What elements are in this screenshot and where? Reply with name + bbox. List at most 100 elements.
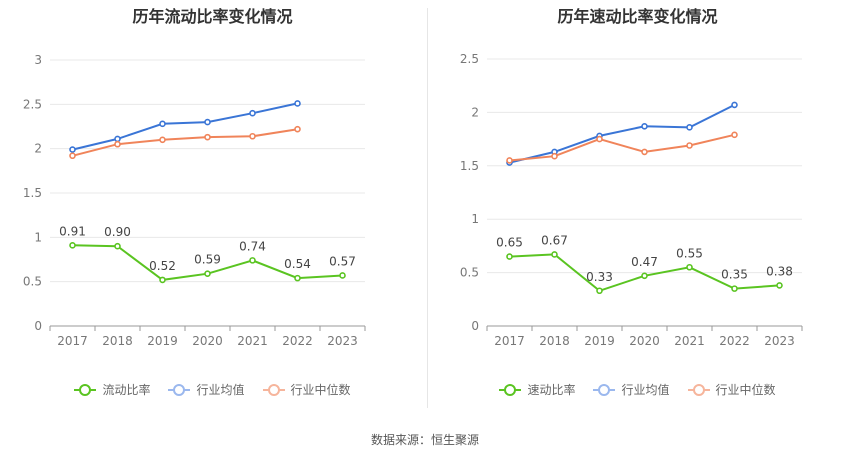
panel-divider: [427, 8, 428, 408]
data-point: [686, 142, 693, 149]
legend-line-icon: [74, 383, 97, 396]
data-label: 0.54: [284, 257, 311, 271]
legend-item-quick-ratio[interactable]: 速动比率: [499, 381, 575, 398]
legend-line-icon: [262, 383, 285, 396]
legend-label: 行业中位数: [290, 383, 351, 397]
data-label: 0.52: [149, 259, 176, 273]
x-tick-label: 2018: [539, 334, 570, 348]
x-tick-label: 2017: [494, 334, 525, 348]
data-label: 0.57: [329, 254, 356, 268]
legend-label: 流动比率: [102, 383, 151, 397]
data-label: 0.74: [239, 239, 266, 253]
current-ratio-chart: 0 0.5 1 1.5 2 2.5 3 2017 2018 2019 2020 2021 2022 202…: [23, 53, 366, 348]
data-label: 0.33: [586, 270, 613, 284]
data-point: [69, 242, 76, 249]
data-point: [249, 257, 256, 264]
legend-label: 行业均值: [621, 383, 670, 397]
legend-label: 行业均值: [196, 383, 245, 397]
legend-item-industry-median[interactable]: 行业中位数: [262, 381, 351, 398]
data-point: [294, 100, 301, 107]
data-point: [249, 132, 256, 140]
x-tick-label: 2022: [282, 334, 313, 348]
data-point: [506, 157, 513, 164]
quick-ratio-panel: 历年速动比率变化情况 0 0.5 1 1.5 2 2.5 2017 2018 2019 2020 2…: [425, 0, 850, 420]
data-point: [731, 101, 738, 109]
data-point: [249, 109, 256, 117]
x-tick-label: 2021: [674, 334, 705, 348]
data-point: [641, 122, 648, 130]
data-point: [69, 146, 76, 153]
y-tick-label: 1: [34, 230, 42, 244]
data-label: 0.67: [541, 233, 568, 247]
data-point: [159, 276, 166, 284]
x-tick-label: 2023: [764, 334, 795, 348]
legend: 流动比率 行业均值 行业中位数: [0, 381, 425, 398]
data-point: [686, 124, 693, 131]
legend-line-icon: [687, 383, 710, 396]
series-line: [72, 102, 298, 151]
x-tick-label: 2018: [102, 334, 133, 348]
y-tick-label: 2.5: [460, 52, 479, 66]
legend-item-industry-median[interactable]: 行业中位数: [687, 381, 776, 398]
x-tick-label: 2023: [327, 334, 358, 348]
y-tick-label: 2: [471, 105, 479, 119]
x-tick-label: 2021: [237, 334, 268, 348]
data-point: [776, 282, 783, 289]
y-tick-label: 2: [34, 142, 42, 156]
x-tick-label: 2020: [629, 334, 660, 348]
data-point: [204, 133, 211, 141]
data-label: 0.47: [631, 255, 658, 269]
data-point: [731, 131, 738, 139]
data-point: [551, 251, 558, 258]
data-point: [294, 274, 301, 282]
data-source-note: 数据来源：恒生聚源: [370, 433, 479, 447]
data-label: 0.35: [721, 268, 748, 282]
x-tick-label: 2019: [584, 334, 615, 348]
legend-item-industry-mean[interactable]: 行业均值: [168, 381, 245, 398]
data-label: 0.59: [194, 253, 221, 267]
data-point: [204, 270, 211, 277]
series-line: [72, 128, 298, 157]
data-point: [114, 242, 121, 250]
legend-line-icon: [593, 383, 616, 396]
data-point: [204, 118, 211, 126]
y-tick-label: 0: [471, 319, 479, 333]
y-tick-label: 0.5: [23, 275, 42, 289]
y-tick-label: 2.5: [23, 97, 42, 111]
legend-line-icon: [499, 383, 522, 396]
data-point: [159, 136, 166, 144]
legend-label: 行业中位数: [715, 383, 776, 397]
x-tick-label: 2020: [192, 334, 223, 348]
x-tick-label: 2022: [719, 334, 750, 348]
series-line: [509, 104, 735, 164]
series-line: [509, 133, 735, 162]
legend-line-icon: [168, 383, 191, 396]
y-tick-label: 1.5: [23, 186, 42, 200]
data-point: [114, 135, 121, 143]
current-ratio-panel: 历年流动比率变化情况 0 0.5 1 1.5 2 2.5 3 2017 2018 2019 2020…: [0, 0, 425, 420]
data-label: 0.38: [766, 264, 793, 278]
quick-ratio-chart: 0 0.5 1 1.5 2 2.5 2017 2018 2019 2020 2021 2022 2023…: [460, 52, 803, 348]
data-label: 0.55: [676, 246, 703, 260]
data-label: 0.65: [496, 236, 523, 250]
data-point: [506, 253, 513, 260]
legend: 速动比率 行业均值 行业中位数: [425, 381, 850, 398]
chart-title: 历年速动比率变化情况: [557, 7, 718, 26]
data-point: [339, 272, 346, 279]
data-point: [69, 152, 76, 160]
legend-label: 速动比率: [527, 383, 576, 397]
data-point: [731, 285, 738, 292]
data-point: [114, 140, 121, 148]
data-point: [159, 120, 166, 128]
data-point: [641, 148, 648, 156]
x-tick-label: 2019: [147, 334, 178, 348]
data-point: [641, 272, 648, 280]
y-tick-label: 3: [34, 53, 42, 67]
data-point: [294, 125, 301, 133]
data-point: [551, 152, 558, 160]
y-tick-label: 0.5: [460, 266, 479, 280]
data-label: 0.91: [59, 224, 86, 238]
chart-title: 历年流动比率变化情况: [132, 7, 293, 26]
legend-item-industry-mean[interactable]: 行业均值: [593, 381, 670, 398]
legend-item-current-ratio[interactable]: 流动比率: [74, 381, 150, 398]
